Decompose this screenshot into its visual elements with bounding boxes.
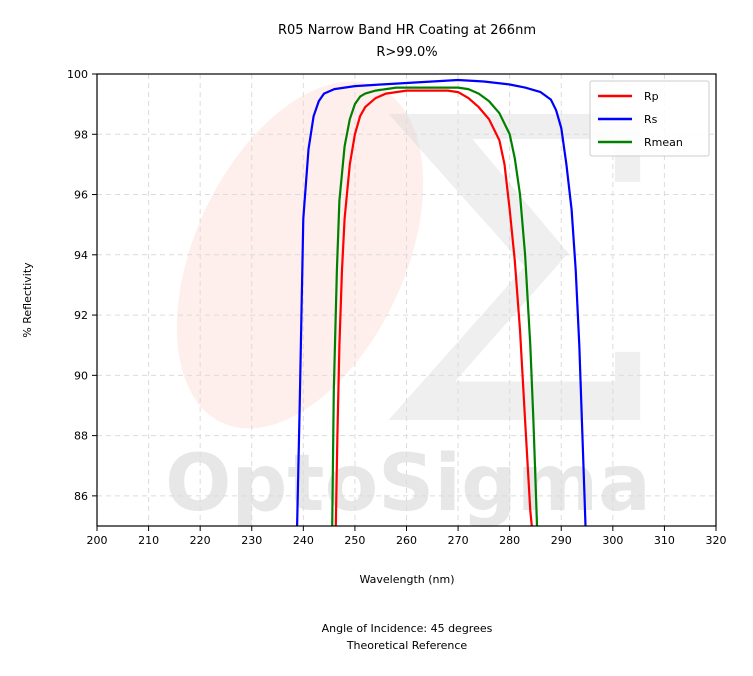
x-tick-label: 300 <box>602 534 623 547</box>
legend-label-rp: Rp <box>644 90 659 103</box>
x-tick-label: 310 <box>654 534 675 547</box>
chart-title: R05 Narrow Band HR Coating at 266nm <box>278 23 536 38</box>
legend: Rp Rs Rmean <box>589 80 710 157</box>
x-tick-label: 280 <box>499 534 520 547</box>
legend-box <box>589 80 710 157</box>
x-tick-label: 320 <box>706 534 727 547</box>
x-tick-label: 200 <box>87 534 108 547</box>
watermark: Σ OptoSigma <box>165 31 668 529</box>
y-axis-ticks: 86 88 90 92 94 96 98 100 <box>67 68 97 503</box>
y-tick-label: 88 <box>74 430 88 443</box>
y-tick-label: 90 <box>74 369 88 382</box>
y-tick-label: 92 <box>74 309 88 322</box>
series-layer <box>296 78 587 527</box>
legend-label-rs: Rs <box>644 113 658 126</box>
footnote-angle: Angle of Incidence: 45 degrees <box>321 622 493 635</box>
series-line-rmean <box>331 86 539 527</box>
y-tick-label: 96 <box>74 189 88 202</box>
x-tick-label: 290 <box>551 534 572 547</box>
x-axis-ticks: 200 210 220 230 240 250 260 270 280 290 300 310 320 <box>87 526 727 547</box>
x-tick-label: 250 <box>344 534 365 547</box>
y-tick-label: 98 <box>74 128 88 141</box>
legend-label-rmean: Rmean <box>644 136 683 149</box>
x-tick-label: 240 <box>293 534 314 547</box>
x-tick-label: 210 <box>138 534 159 547</box>
x-tick-label: 230 <box>241 534 262 547</box>
x-tick-label: 270 <box>448 534 469 547</box>
footnote-reference: Theoretical Reference <box>346 639 468 652</box>
watermark-text: OptoSigma <box>165 439 651 529</box>
chart-subtitle: R>99.0% <box>376 45 437 60</box>
y-tick-label: 100 <box>67 68 88 81</box>
grid <box>97 73 716 526</box>
series-line-rs <box>296 78 587 527</box>
x-tick-label: 220 <box>190 534 211 547</box>
y-tick-label: 94 <box>74 249 88 262</box>
x-axis-label: Wavelength (nm) <box>359 573 454 586</box>
series-line-rp <box>334 89 533 527</box>
y-tick-label: 86 <box>74 490 88 503</box>
y-axis-label: % Reflectivity <box>21 262 34 338</box>
x-tick-label: 260 <box>396 534 417 547</box>
